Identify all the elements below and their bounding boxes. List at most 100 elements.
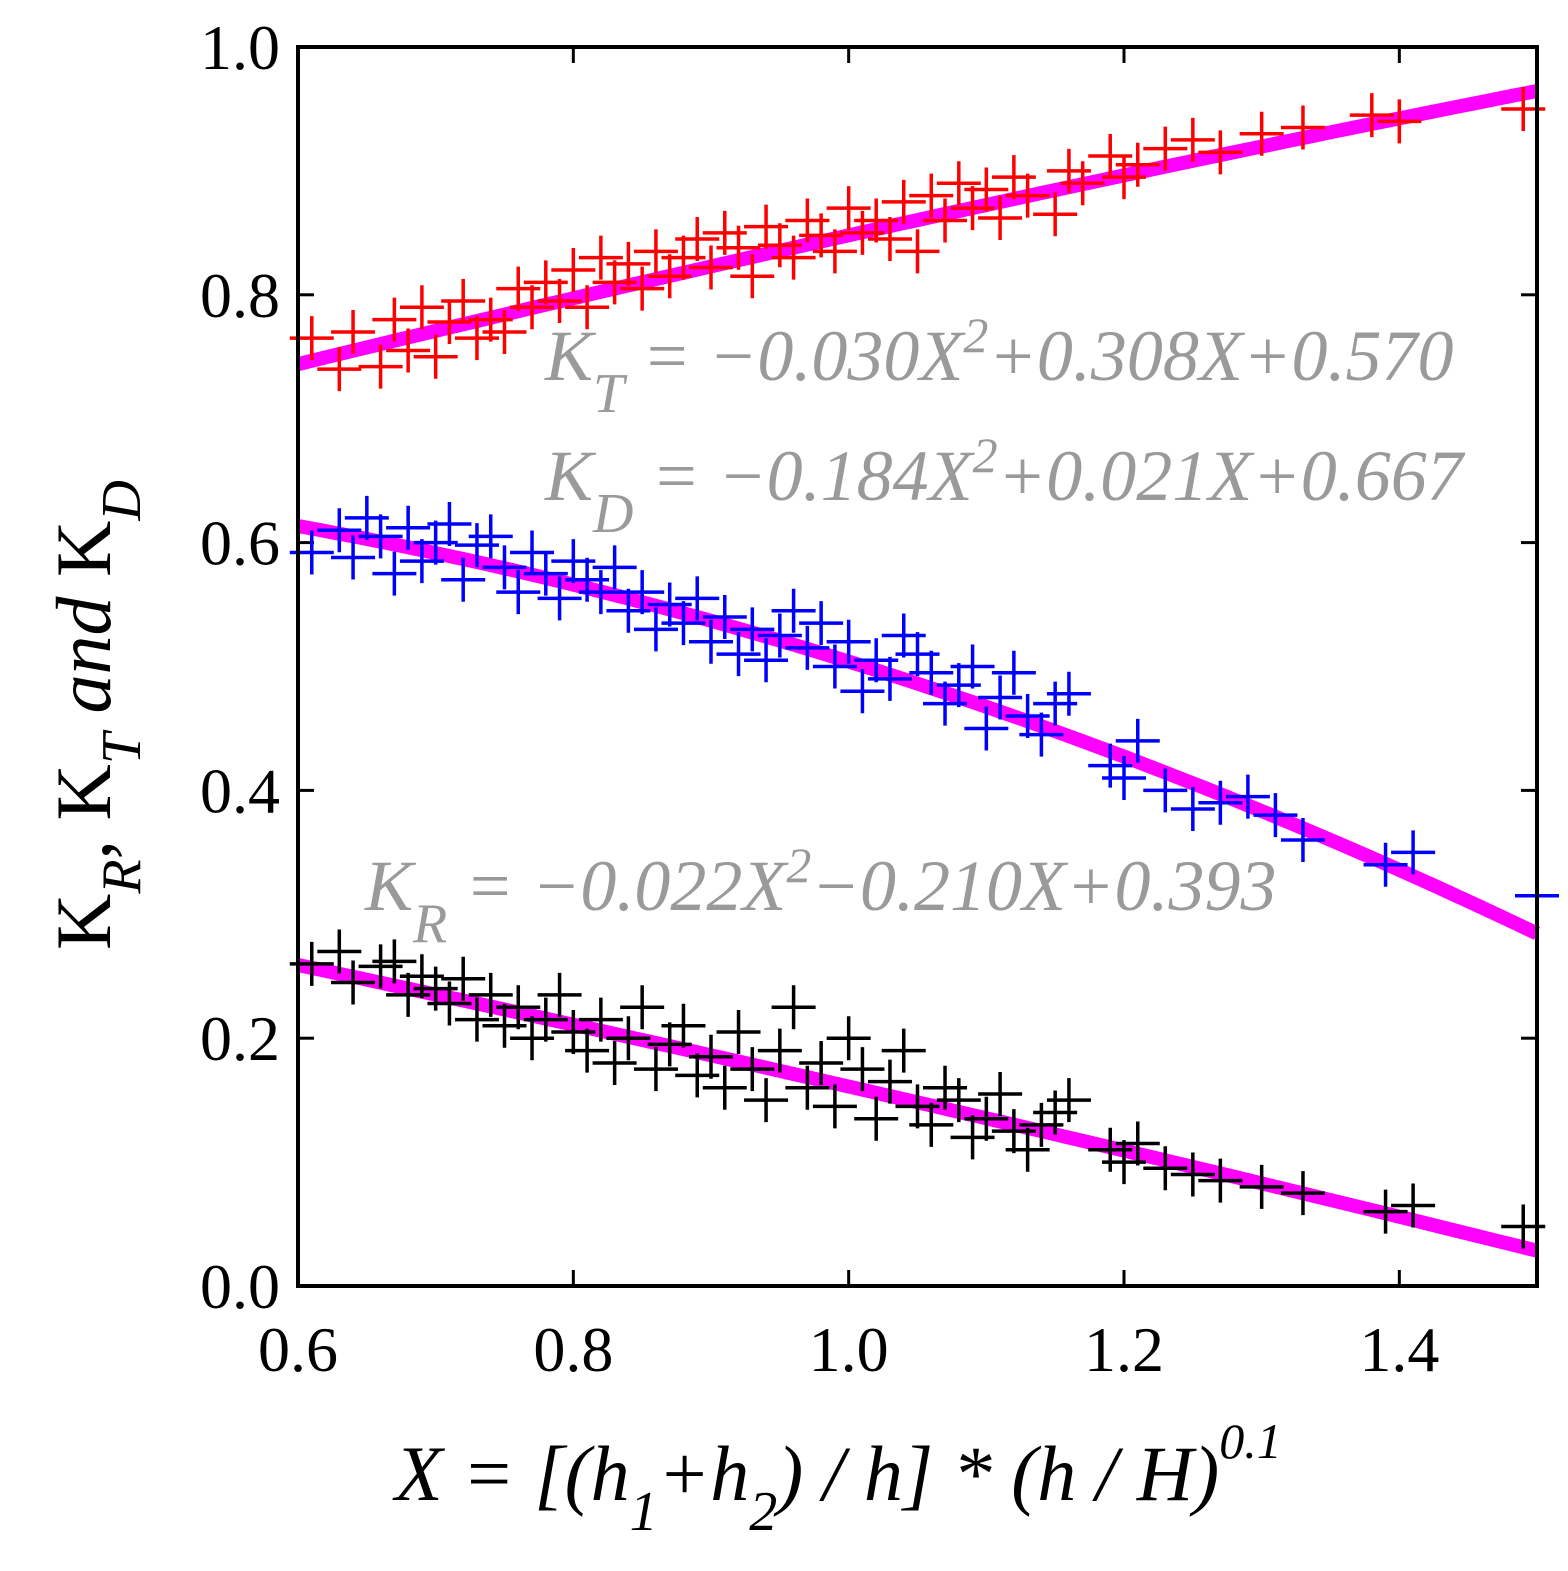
data-point [689,619,733,664]
data-point [675,576,720,621]
data-point [592,545,637,590]
data-point [331,309,376,354]
data-point [826,186,871,231]
data-point [482,309,527,354]
data-point [867,656,912,701]
data-point [757,613,802,658]
data-point [1143,768,1188,813]
data-point [358,514,403,559]
data-point [812,229,857,274]
data-point [399,285,444,330]
data-point [413,334,458,379]
data-point [537,278,582,323]
data-point [468,514,513,559]
equation-kt: KT = −0.030X2+0.308X+0.570 [544,307,1454,425]
data-point [757,1028,802,1073]
data-point [1170,786,1215,831]
data-point [716,225,761,270]
data-point [909,1102,954,1147]
data-point [716,632,761,677]
y-tick-label: 1.0 [200,12,280,83]
data-point [854,1096,899,1141]
data-point [1280,105,1325,150]
data-point [1280,1171,1325,1216]
data-point [909,173,954,218]
data-point [771,235,816,280]
data-point [468,972,513,1017]
data-point [867,217,912,262]
data-point [1060,161,1105,206]
data-point [620,985,665,1030]
series-K_D [289,495,1559,918]
data-point [1363,842,1408,887]
data-point [1363,1189,1408,1234]
data-point [331,535,376,580]
data-point [537,972,582,1017]
data-point [840,669,885,714]
data-point [1019,712,1064,757]
data-point [771,985,816,1030]
data-point [991,650,1036,695]
data-point [551,248,596,293]
data-point [1391,1183,1436,1228]
data-point [978,1071,1023,1116]
data-point [317,929,362,974]
data-point [1198,1158,1243,1203]
equation-kd: KD = −0.184X2+0.021X+0.667 [544,427,1466,545]
data-point [1046,1078,1091,1123]
data-point [537,576,582,621]
data-point [565,1028,610,1073]
data-point [799,1040,844,1085]
plot-frame [296,45,1539,1288]
data-point [331,960,376,1005]
data-point [661,601,706,646]
data-point [606,1016,651,1061]
data-point [661,1003,706,1048]
data-point [675,217,720,262]
data-point [372,551,417,596]
data-point [510,285,555,330]
data-point [840,1047,885,1092]
data-point [1225,774,1270,819]
data-point [358,344,403,389]
x-tick-label: 1.4 [1359,1314,1439,1385]
data-point [785,1065,830,1110]
data-point [923,198,968,243]
data-point [1046,671,1091,716]
data-point [895,229,940,274]
data-point [702,594,747,639]
y-axis-title: KR, KT and KD [40,480,153,950]
x-tick-label: 0.6 [258,1314,338,1385]
x-tick-label: 1.2 [1084,1314,1164,1385]
y-tick-label: 0.4 [200,755,280,826]
data-point [1115,1121,1160,1166]
data-point [386,505,431,550]
data-point [565,285,610,330]
data-point [1253,793,1298,838]
data-point [372,939,417,984]
data-point [496,985,541,1030]
data-point [578,570,623,615]
y-tick-label: 0.2 [200,1003,280,1074]
data-point [1143,1146,1188,1191]
y-tick-label: 0.6 [200,508,280,579]
data-point [606,241,651,286]
data-point [1239,111,1284,156]
data-point [523,997,568,1042]
data-point [785,625,830,670]
data-point [826,1016,871,1061]
data-point [496,570,541,615]
data-point [1198,130,1243,175]
data-point [1280,817,1325,862]
data-point [978,675,1023,720]
data-point [1115,718,1160,763]
data-point [633,1047,678,1092]
x-tick-labels: 0.6 0.8 1.0 1.2 1.4 [258,1314,1439,1385]
data-point [1005,1127,1050,1172]
data-point [427,981,472,1026]
data-point [441,278,486,323]
data-point [482,545,527,590]
data-point [441,557,486,602]
data-point [1033,192,1078,237]
